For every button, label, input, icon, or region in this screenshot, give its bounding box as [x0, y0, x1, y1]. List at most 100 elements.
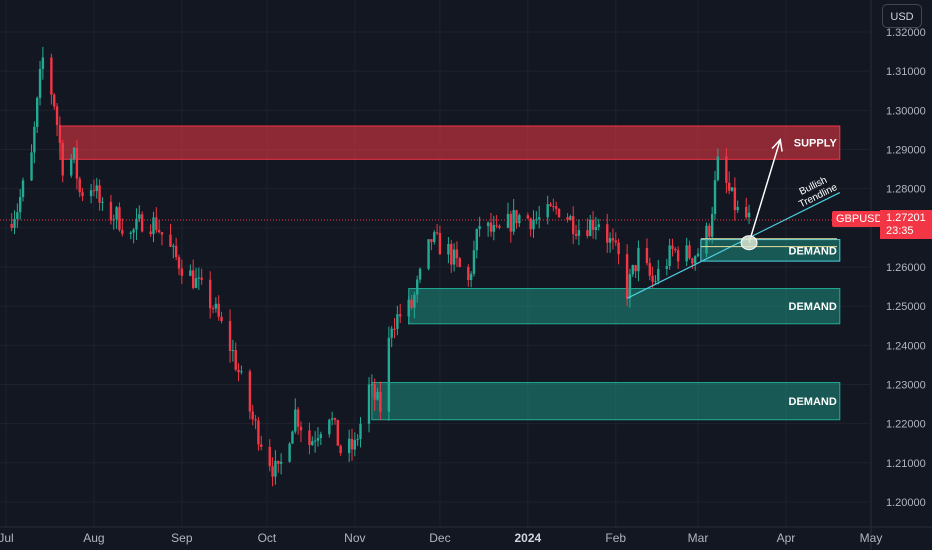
candle-body: [387, 337, 391, 412]
candle-body: [55, 106, 59, 126]
candle-body: [214, 303, 218, 309]
y-tick-label: 1.30000: [886, 105, 926, 117]
candle-body: [132, 229, 135, 233]
candle-body: [645, 247, 649, 264]
candle-body: [433, 232, 436, 242]
candle-body: [529, 218, 532, 230]
candle-body: [597, 224, 600, 228]
candle-body: [30, 152, 33, 181]
candle-body: [537, 217, 541, 220]
candle-body: [189, 270, 192, 276]
candle-body: [608, 238, 612, 243]
candle-body: [549, 204, 552, 207]
candle-body: [248, 371, 252, 412]
candle-body: [174, 245, 178, 258]
candle-body: [478, 226, 481, 230]
candle-body: [359, 423, 362, 439]
candle-body: [674, 248, 677, 251]
candle-body: [21, 180, 25, 198]
candle-body: [319, 434, 323, 438]
candle-body: [606, 224, 609, 243]
candle-body: [237, 369, 240, 373]
candle-body: [336, 419, 340, 446]
candle-body: [121, 229, 124, 234]
candle-body: [648, 263, 651, 276]
candle-body: [552, 206, 555, 208]
candle-body: [260, 444, 263, 447]
x-tick-label: Nov: [344, 531, 365, 545]
price-axis[interactable]: 1.320001.310001.300001.290001.280001.270…: [886, 27, 926, 509]
candle-body: [438, 232, 442, 255]
candle-body: [407, 299, 410, 317]
candle-body: [455, 249, 459, 259]
candle-body: [716, 156, 720, 181]
candle-body: [101, 201, 104, 203]
y-tick-label: 1.29000: [886, 145, 926, 157]
y-tick-label: 1.31000: [886, 66, 926, 78]
candle-body: [447, 244, 450, 255]
candle-body: [41, 57, 45, 70]
candle-body: [569, 216, 572, 221]
candle-body: [589, 220, 592, 236]
y-tick-label: 1.21000: [886, 458, 926, 470]
candle-body: [296, 409, 300, 427]
candle-body: [308, 430, 311, 446]
candle-body: [458, 258, 461, 267]
candle-body: [152, 217, 155, 235]
candle-body: [512, 210, 515, 232]
candle-body: [277, 460, 280, 464]
currency-button[interactable]: USD: [882, 4, 922, 28]
candle-body: [557, 208, 561, 218]
candle-body: [591, 220, 595, 230]
candle-body: [730, 187, 734, 191]
candle-body: [625, 254, 629, 299]
candle-body: [356, 438, 359, 441]
last-price-value: 1.27201: [886, 212, 926, 224]
candle-body: [169, 234, 172, 247]
candle-body: [665, 266, 669, 269]
y-tick-label: 1.32000: [886, 27, 926, 39]
x-tick-label: Jul: [0, 531, 14, 545]
candle-body: [586, 230, 589, 236]
candle-body: [61, 142, 64, 176]
candle-body: [316, 437, 320, 441]
candle-body: [393, 328, 396, 330]
candle-body: [370, 384, 374, 386]
candle-body: [81, 192, 84, 197]
candle-body: [631, 265, 634, 275]
symbol-label: GBPUSD: [832, 211, 887, 227]
candle-body: [594, 227, 598, 230]
candle-body: [668, 245, 671, 267]
time-axis[interactable]: Jul Aug Sep Oct Nov Dec 2024 Feb Mar Apr May: [0, 531, 882, 545]
candle-body: [390, 328, 393, 338]
y-tick-label: 1.22000: [886, 419, 926, 431]
candle-body: [710, 214, 714, 237]
candle-body: [172, 245, 175, 247]
candle-body: [118, 207, 121, 230]
x-tick-label: 2024: [514, 531, 541, 545]
candle-body: [713, 180, 717, 215]
candle-body: [197, 277, 201, 279]
x-tick-label: Sep: [171, 531, 193, 545]
candle-body: [535, 219, 538, 221]
x-tick-label: Oct: [258, 531, 277, 545]
candle-body: [736, 206, 739, 211]
touch-point-marker: [740, 235, 758, 251]
y-tick-label: 1.23000: [886, 380, 926, 392]
candle-body: [671, 245, 674, 249]
candle-body: [33, 126, 36, 153]
candle-body: [231, 350, 235, 352]
last-price-tag: 1.27201 23:35: [880, 210, 932, 239]
candle-body: [271, 466, 274, 477]
candle-body: [109, 201, 113, 221]
candle-body: [532, 219, 535, 230]
candle-body: [696, 253, 700, 257]
candle-body: [526, 215, 530, 219]
candle-body: [685, 245, 688, 262]
demand-zone-label: DEMAND: [789, 301, 837, 313]
candle-body: [469, 273, 473, 281]
candle-body: [708, 225, 711, 237]
demand-zone-label: DEMAND: [789, 245, 837, 257]
